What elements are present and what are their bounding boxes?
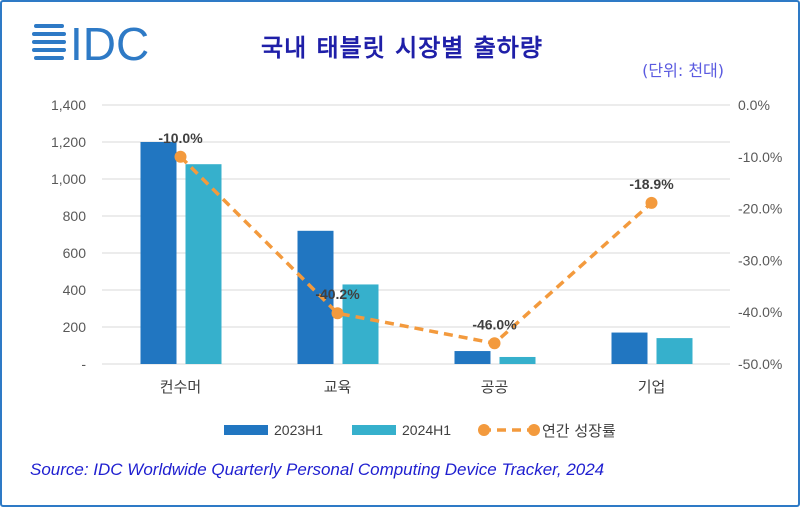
legend-label: 2023H1 — [274, 422, 323, 438]
bar-2023H1 — [611, 332, 648, 364]
growth-data-label: -40.2% — [315, 286, 360, 302]
growth-line — [179, 155, 653, 346]
category-label: 기업 — [638, 378, 666, 396]
svg-text:IDC: IDC — [70, 20, 149, 64]
bar-2023H1 — [297, 230, 334, 364]
left-tick-label: 600 — [63, 245, 87, 261]
growth-data-label: -18.9% — [629, 176, 674, 192]
category-label: 컨수머 — [160, 378, 201, 396]
right-tick-label: -10.0% — [738, 149, 782, 165]
right-tick-label: -30.0% — [738, 252, 782, 268]
growth-point — [331, 307, 344, 320]
bar-2024H1 — [499, 356, 536, 364]
growth-data-label: -46.0% — [472, 316, 517, 332]
growth-point — [645, 196, 658, 209]
right-tick-label: -50.0% — [738, 356, 782, 372]
left-tick-label: 1,200 — [51, 134, 86, 150]
category-label: 공공 — [481, 378, 509, 396]
left-tick-label: 1,400 — [51, 97, 86, 113]
bar-2023H1 — [454, 351, 491, 364]
bar-2024H1 — [656, 338, 693, 364]
right-tick-label: -40.0% — [738, 304, 782, 320]
left-tick-label: - — [81, 356, 86, 372]
bar-2024H1 — [185, 164, 222, 364]
legend-swatch-2024H1 — [352, 425, 396, 435]
chart-title: 국내 태블릿 시장별 출하량 — [261, 34, 543, 62]
left-tick-label: 800 — [63, 208, 87, 224]
source-note: Source: IDC Worldwide Quarterly Personal… — [30, 460, 605, 479]
right-tick-label: -20.0% — [738, 201, 782, 217]
legend-swatch-2023H1 — [224, 425, 268, 435]
idc-logo: IDC — [32, 20, 149, 64]
left-tick-label: 400 — [63, 282, 87, 298]
right-tick-label: 0.0% — [738, 97, 770, 113]
legend-marker — [528, 424, 540, 436]
growth-data-label: -10.0% — [158, 130, 203, 146]
legend-label: 2024H1 — [402, 422, 451, 438]
growth-point — [174, 150, 187, 163]
combo-chart: - 200 400 600 800 1,000 1,200 1,400 -50.0% -40.0%… — [51, 97, 782, 440]
category-label: 교육 — [324, 378, 352, 396]
bar-2023H1 — [140, 142, 177, 364]
legend-marker — [478, 424, 490, 436]
left-tick-label: 200 — [63, 319, 87, 335]
legend-label: 연간 성장률 — [542, 422, 616, 440]
unit-label: (단위: 천대) — [642, 61, 724, 80]
left-tick-label: 1,000 — [51, 171, 86, 187]
bar-2024H1 — [342, 284, 379, 364]
growth-point — [488, 337, 501, 350]
